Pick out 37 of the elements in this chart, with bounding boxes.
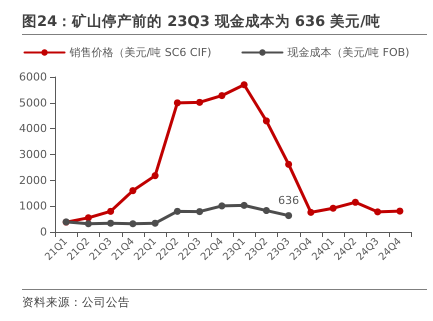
point: [174, 99, 181, 106]
point: [196, 208, 204, 216]
point: [129, 220, 136, 228]
point: [374, 208, 382, 216]
point: [330, 204, 337, 212]
text: 资料来源：公司公告: [22, 289, 427, 310]
point: [262, 207, 270, 214]
point: [107, 208, 114, 215]
point: [262, 117, 270, 124]
point: [396, 208, 404, 215]
data-label: 636: [278, 194, 300, 208]
point: [285, 212, 292, 220]
point: [307, 208, 314, 216]
y-tick-label: 2000: [19, 174, 47, 187]
point: [240, 202, 248, 209]
point: [218, 92, 226, 100]
legend-label: 销售价格（美元/吨 SC6 CIF): [68, 46, 212, 59]
y-tick-label: 0: [40, 226, 47, 238]
point: [240, 81, 248, 88]
y-tick-label: 1000: [19, 200, 47, 213]
point: [196, 98, 204, 106]
point: [174, 208, 181, 215]
point: [218, 202, 226, 210]
chart-title: 图24：矿山停产前的 23Q3 现金成本为 636 美元/吨: [22, 12, 427, 35]
y-tick-label: 6000: [19, 70, 47, 84]
y-tick-label: 3000: [19, 148, 47, 161]
y-tick-label: 4000: [19, 122, 47, 136]
point: [152, 220, 159, 227]
point: [107, 220, 114, 227]
point: [352, 198, 359, 206]
y-tick-label: 5000: [19, 96, 47, 110]
point: [285, 160, 292, 168]
legend-label: 现金成本（美元/吨 FOB): [287, 46, 410, 59]
point: [84, 214, 92, 222]
point: [129, 187, 136, 194]
point: [84, 220, 92, 228]
point: [152, 172, 159, 180]
